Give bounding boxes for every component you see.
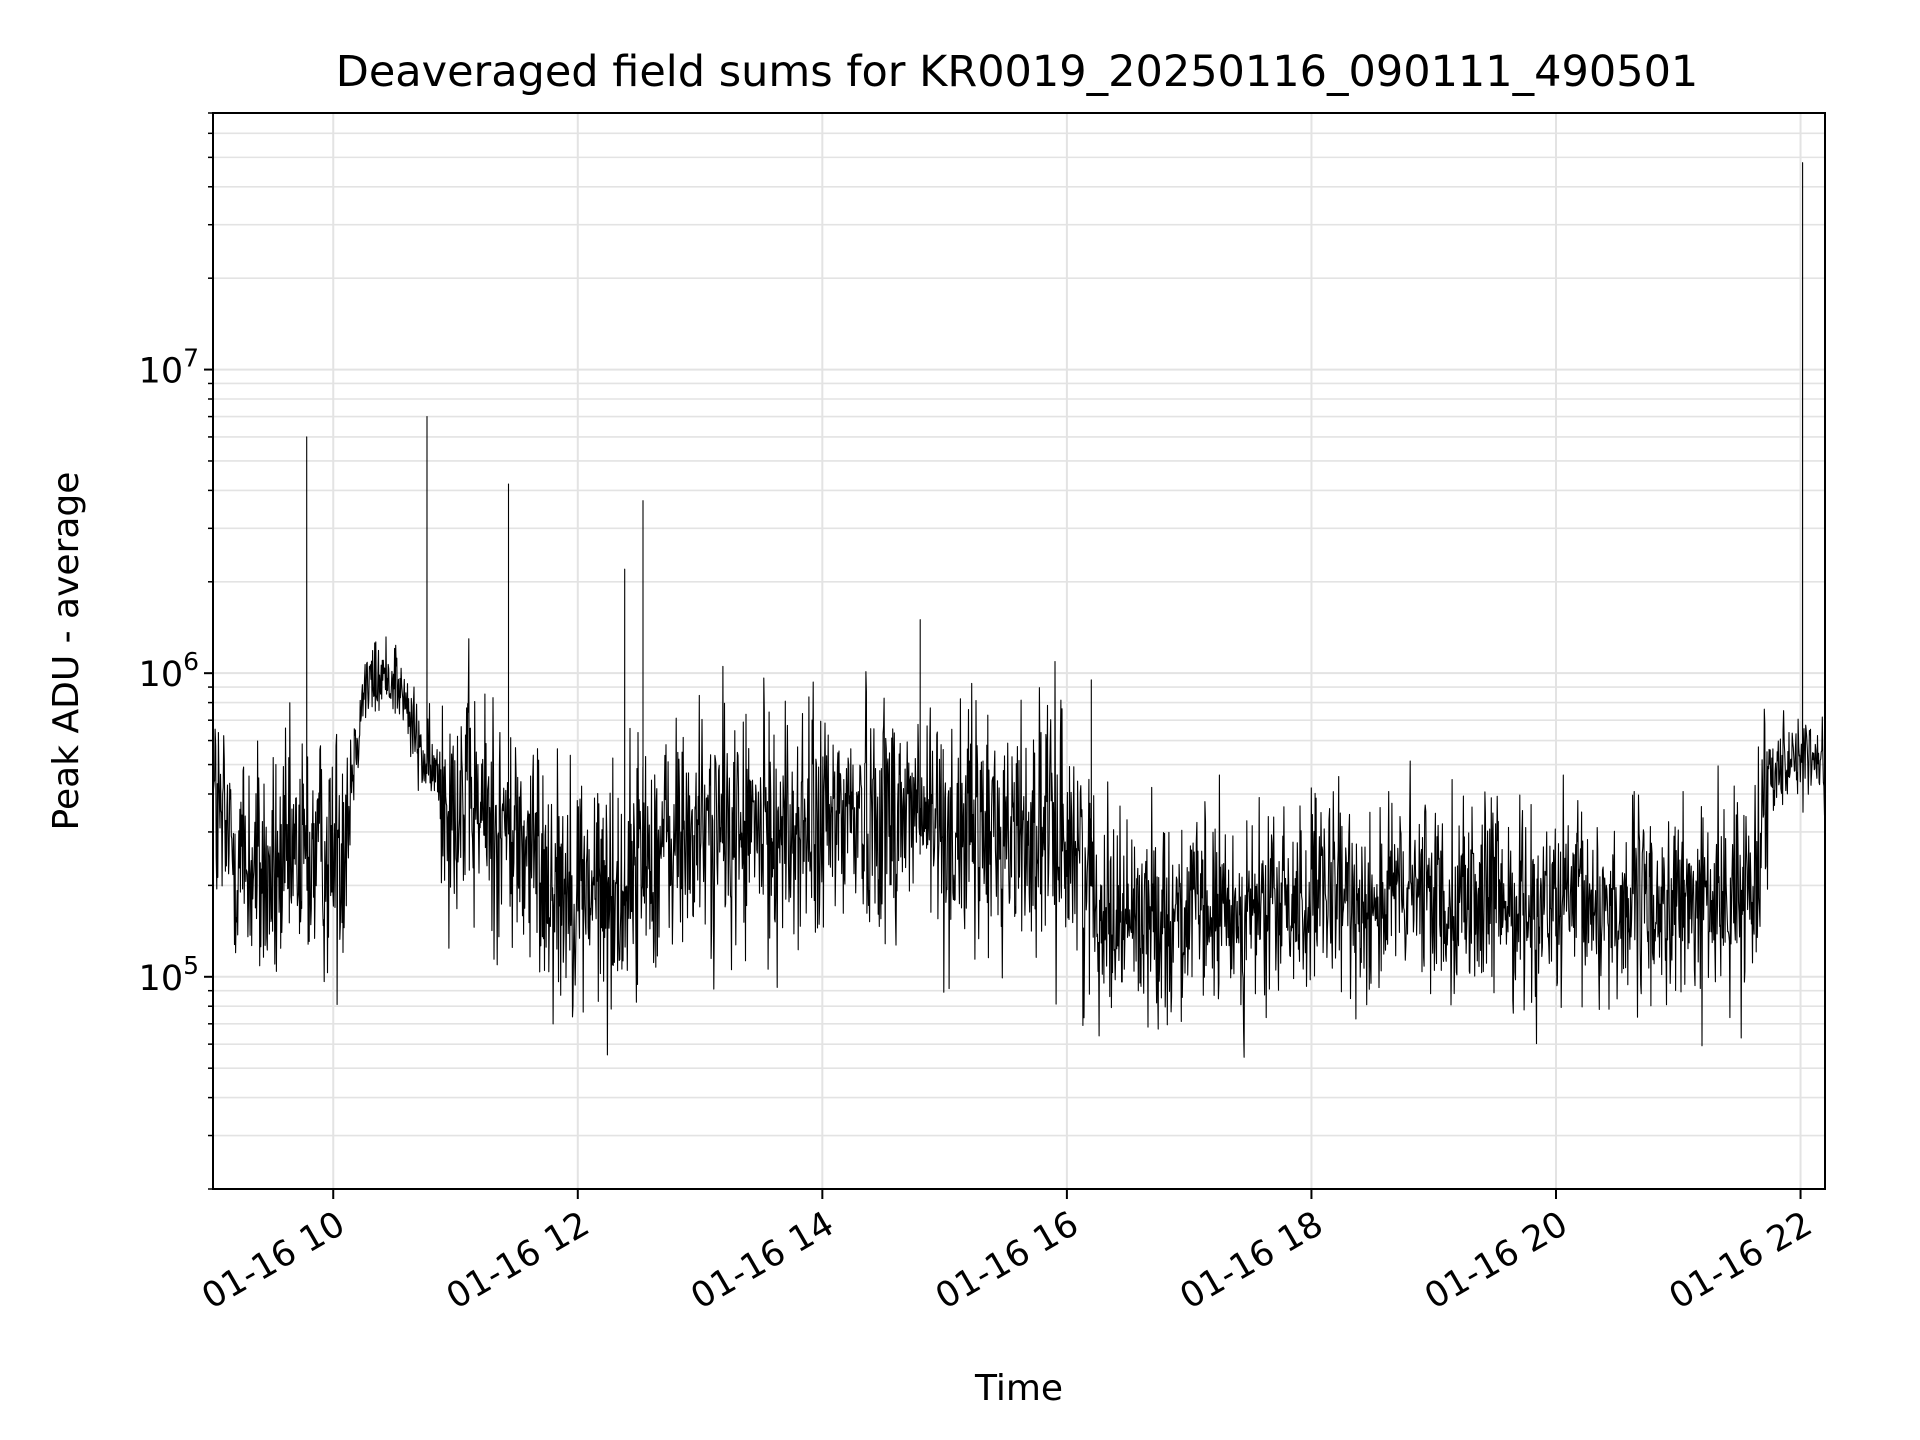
y-tick-label: 107 bbox=[139, 344, 199, 392]
y-tick-label: 105 bbox=[139, 951, 199, 999]
plot-frame bbox=[212, 112, 1826, 1190]
y-tick-label: 106 bbox=[139, 647, 199, 695]
y-axis-label: Peak ADU - average bbox=[46, 472, 87, 831]
series-layer bbox=[212, 162, 1826, 1058]
chart-title: Deaveraged field sums for KR0019_2025011… bbox=[336, 47, 1699, 97]
x-axis-label: Time bbox=[974, 1368, 1063, 1409]
series-line bbox=[212, 162, 1826, 1058]
